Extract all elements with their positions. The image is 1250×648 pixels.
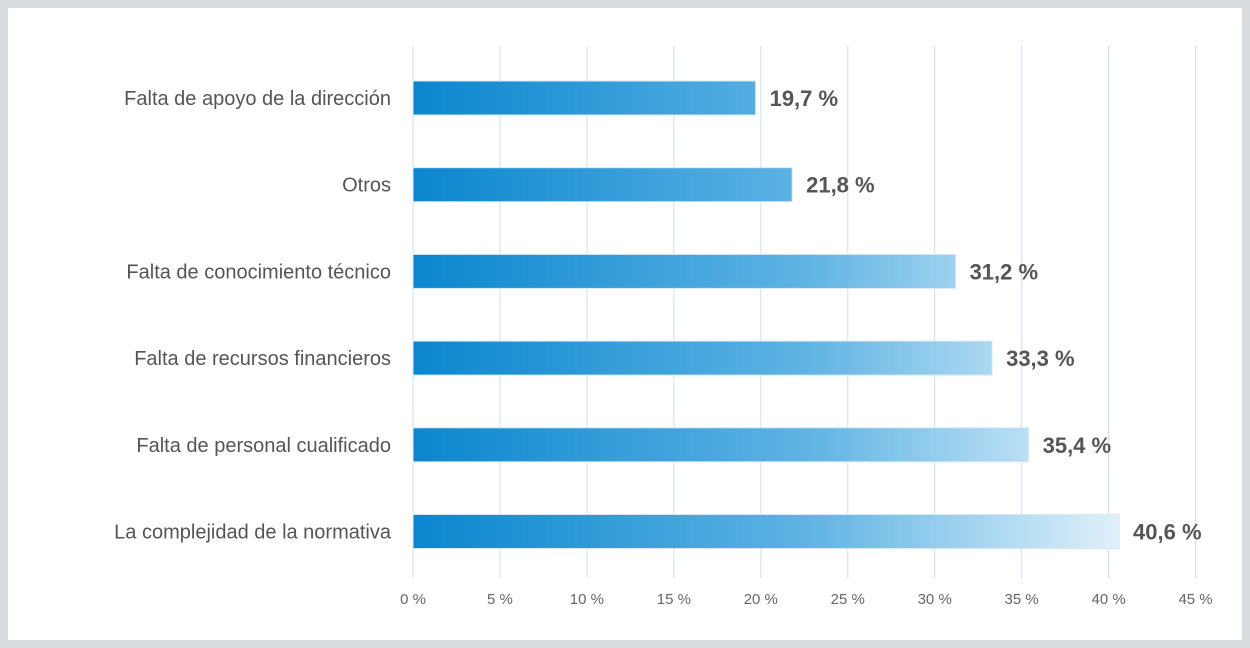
bar (412, 80, 757, 116)
bar-row: Falta de recursos financieros 33,3 % (134, 340, 1075, 376)
category-label: Falta de personal cualificado (136, 435, 391, 457)
x-tick-label: 40 % (1091, 591, 1125, 608)
x-tick-label: 35 % (1005, 591, 1039, 608)
bar (412, 340, 993, 376)
category-label: Falta de apoyo de la dirección (124, 88, 391, 110)
x-tick-label: 5 % (487, 591, 513, 608)
category-label: Otros (342, 175, 391, 197)
value-label: 33,3 % (1006, 346, 1074, 371)
x-tick-label: 30 % (918, 591, 952, 608)
x-axis-ticks: 0 % 5 % 10 % 15 % 20 % 25 % 30 % 35 % 40 % 45 % (400, 591, 1213, 608)
value-label: 21,8 % (806, 173, 875, 198)
bar-row: La complejidad de la normativa 40,6 % (114, 514, 1202, 549)
category-label: Falta de recursos financieros (134, 348, 391, 370)
x-tick-label: 15 % (657, 591, 691, 608)
bars: Falta de apoyo de la dirección 19,7 % Otro… (114, 80, 1202, 549)
x-tick-label: 25 % (831, 591, 865, 608)
x-tick-label: 45 % (1178, 591, 1212, 608)
chart-card: Falta de apoyo de la dirección 19,7 % Otro… (8, 8, 1242, 640)
value-label: 35,4 % (1043, 433, 1112, 458)
gridlines (412, 46, 1197, 578)
category-label: Falta de conocimiento técnico (126, 261, 391, 283)
bar-row: Otros 21,8 % (342, 167, 875, 203)
x-tick-label: 20 % (744, 591, 778, 608)
value-label: 40,6 % (1133, 520, 1202, 545)
category-label: La complejidad de la normativa (114, 522, 392, 544)
bar (412, 253, 957, 289)
bar-chart: Falta de apoyo de la dirección 19,7 % Otro… (114, 46, 1213, 608)
x-tick-label: 0 % (400, 591, 426, 608)
bar (412, 514, 1120, 549)
bar-row: Falta de personal cualificado 35,4 % (136, 427, 1112, 463)
value-label: 19,7 % (770, 86, 839, 111)
bar-row: Falta de apoyo de la dirección 19,7 % (124, 80, 839, 116)
x-tick-label: 10 % (570, 591, 604, 608)
bar (412, 167, 793, 203)
bar-row: Falta de conocimiento técnico 31,2 % (126, 253, 1039, 289)
bar (412, 427, 1030, 463)
value-label: 31,2 % (970, 259, 1039, 284)
